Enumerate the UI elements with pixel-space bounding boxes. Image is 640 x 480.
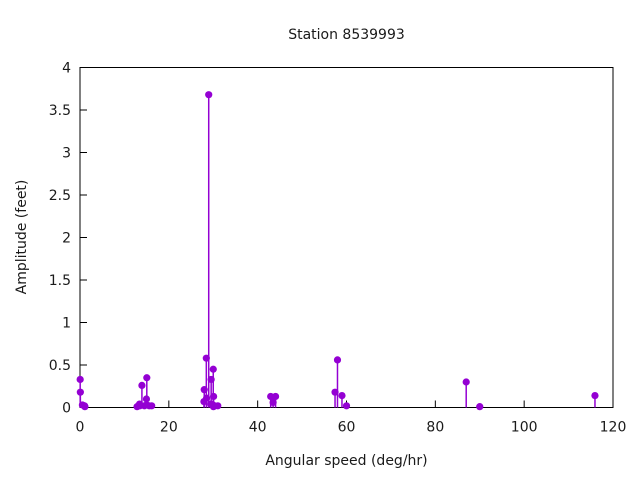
plot-border <box>79 67 614 408</box>
y-tick-label: 0 <box>62 401 71 417</box>
y-tick-label: 0.5 <box>49 358 71 374</box>
data-point-marker <box>476 403 484 411</box>
x-tick-label: 60 <box>338 420 356 436</box>
data-point-marker <box>76 375 84 384</box>
data-point-marker <box>205 91 213 99</box>
y-axis-label: Amplitude (feet) <box>14 179 30 295</box>
data-point-marker <box>76 388 84 396</box>
y-tick-label: 3.5 <box>49 103 71 119</box>
data-point-marker <box>81 403 89 411</box>
data-point-marker <box>338 392 346 400</box>
data-point-marker <box>269 398 277 406</box>
x-tick-label: 20 <box>160 420 178 436</box>
chart-title: Station 8539993 <box>288 27 405 43</box>
data-point-marker <box>331 388 339 396</box>
y-tick-label: 1.5 <box>49 273 71 289</box>
data-point-marker <box>342 402 351 410</box>
data-point-marker <box>209 365 217 373</box>
data-point-marker <box>203 394 211 402</box>
x-tick-label: 80 <box>426 420 444 436</box>
data-point-marker <box>462 378 470 386</box>
x-tick-label: 0 <box>76 420 85 436</box>
x-tick-label: 100 <box>511 420 538 436</box>
y-tick-label: 2.5 <box>49 188 71 204</box>
x-tick-label: 40 <box>249 420 267 436</box>
x-axis-label: Angular speed (deg/hr) <box>265 453 428 469</box>
y-tick-label: 4 <box>62 61 71 77</box>
data-point-marker <box>200 386 208 394</box>
y-tick-label: 1 <box>62 316 71 332</box>
data-point-marker <box>138 381 146 389</box>
data-point-marker <box>148 402 156 410</box>
data-point-marker <box>202 354 210 362</box>
data-point-marker <box>271 392 280 401</box>
x-tick-label: 120 <box>600 420 627 436</box>
data-point-marker <box>214 402 222 410</box>
y-tick-label: 2 <box>62 231 71 247</box>
data-point-marker <box>207 375 215 384</box>
y-tick-label: 3 <box>62 146 71 162</box>
data-point-marker <box>143 374 151 382</box>
data-point-marker <box>210 392 218 401</box>
data-point-marker <box>333 356 342 364</box>
data-point-marker <box>142 395 151 403</box>
data-point-marker <box>591 392 599 400</box>
